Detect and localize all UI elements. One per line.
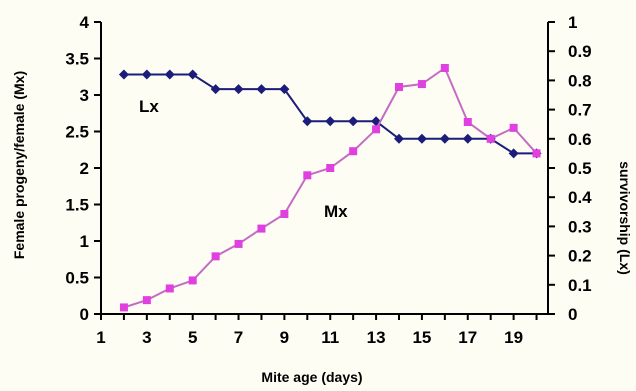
series-line-lx bbox=[123, 73, 537, 155]
series-point-lx bbox=[141, 69, 152, 80]
y-right-tick-label: 0.7 bbox=[568, 101, 592, 120]
x-tick-label: 11 bbox=[321, 328, 339, 347]
x-tick-label: 19 bbox=[504, 328, 523, 347]
series-point-mx bbox=[234, 239, 243, 248]
series-point-mx bbox=[417, 80, 426, 89]
series-point-mx bbox=[142, 296, 151, 305]
y-axis-right-title: survivorship (Lx) bbox=[617, 161, 633, 275]
axes: 0 0.5 1 1.5 2 2.5 3 3.5 4 0 0.1 0.2 0.3 0.4 0.5 0.6 0.7 0… bbox=[65, 13, 592, 347]
y-left-tick-label: 4 bbox=[80, 13, 90, 32]
series-point-mx bbox=[165, 284, 174, 293]
series-point-mx bbox=[211, 252, 220, 261]
y-right-tick-label: 0.9 bbox=[568, 42, 592, 61]
series-point-mx bbox=[463, 118, 472, 127]
y-right-tick-label: 0.1 bbox=[568, 276, 592, 295]
y-left-tick-label: 2.5 bbox=[65, 123, 89, 142]
series-point-lx bbox=[233, 84, 244, 95]
y-left-tick-label: 1.5 bbox=[65, 196, 89, 215]
series-point-mx bbox=[532, 149, 541, 158]
series-label-mx: Mx bbox=[324, 202, 348, 221]
series-point-mx bbox=[395, 82, 403, 91]
series-point-mx bbox=[486, 134, 495, 143]
x-tick-label: 17 bbox=[458, 328, 477, 347]
series-point-lx bbox=[394, 133, 404, 144]
series-point-lx bbox=[279, 84, 290, 95]
series-point-mx bbox=[372, 125, 381, 134]
series-point-lx bbox=[508, 148, 519, 159]
series-point-mx bbox=[509, 123, 518, 132]
y-right-tick-label: 0.8 bbox=[568, 71, 592, 90]
y-right-tick-label: 0.2 bbox=[568, 247, 592, 266]
y-left-tick-label: 0 bbox=[80, 305, 89, 324]
x-tick-label: 7 bbox=[234, 328, 243, 347]
x-tick-label: 3 bbox=[142, 328, 151, 347]
y-right-tick-label: 0.3 bbox=[568, 217, 592, 236]
series-point-lx bbox=[439, 133, 450, 144]
series-point-lx bbox=[210, 84, 221, 95]
y-left-tick-label: 0.5 bbox=[65, 269, 89, 288]
y-left-tick-label: 2 bbox=[80, 159, 89, 178]
series-point-lx bbox=[256, 84, 267, 95]
series-point-lx bbox=[164, 69, 175, 80]
x-tick-label: 15 bbox=[412, 328, 431, 347]
series-point-mx bbox=[188, 276, 197, 285]
x-tick-label: 1 bbox=[96, 328, 105, 347]
y-right-tick-label: 1 bbox=[568, 13, 577, 32]
series-point-lx bbox=[325, 116, 336, 127]
series-line-mx bbox=[123, 66, 538, 309]
series-point-lx bbox=[416, 133, 427, 144]
series-point-lx bbox=[118, 69, 129, 80]
labels-layer: Mite age (days) Female progeny/female (M… bbox=[11, 71, 633, 385]
series-point-lx bbox=[302, 116, 313, 127]
series-point-mx bbox=[349, 147, 358, 156]
x-tick-label: 5 bbox=[188, 328, 197, 347]
series-point-mx bbox=[280, 209, 289, 218]
series-label-lx: Lx bbox=[139, 97, 159, 116]
y-axis-left-title: Female progeny/female (Mx) bbox=[11, 71, 27, 259]
series-layer bbox=[118, 63, 542, 312]
y-right-tick-label: 0.4 bbox=[568, 188, 592, 207]
series-point-mx bbox=[326, 164, 335, 172]
x-axis-title: Mite age (days) bbox=[261, 369, 362, 385]
y-right-tick-label: 0.6 bbox=[568, 130, 592, 149]
series-point-mx bbox=[440, 63, 449, 72]
series-point-mx bbox=[119, 303, 128, 312]
x-tick-label: 9 bbox=[280, 328, 289, 347]
series-point-lx bbox=[348, 116, 359, 127]
y-left-tick-label: 3.5 bbox=[65, 50, 89, 69]
series-point-lx bbox=[462, 133, 473, 144]
series-point-mx bbox=[303, 171, 312, 180]
series-point-mx bbox=[257, 224, 266, 233]
y-left-tick-label: 3 bbox=[80, 86, 89, 105]
y-left-tick-label: 1 bbox=[80, 232, 89, 251]
y-right-tick-label: 0.5 bbox=[568, 159, 592, 178]
y-right-tick-label: 0 bbox=[568, 305, 577, 324]
x-tick-label: 13 bbox=[367, 328, 386, 347]
series-point-lx bbox=[187, 69, 198, 80]
